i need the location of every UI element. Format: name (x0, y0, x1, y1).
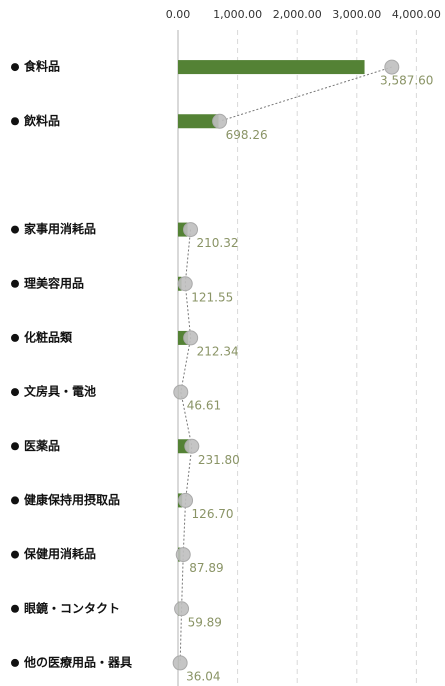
line-marker (183, 330, 199, 346)
category-label: 化粧品類 (24, 329, 73, 344)
line-marker (174, 601, 190, 617)
value-label: 210.32 (197, 236, 239, 250)
category-label: 他の医療用品・器具 (23, 654, 132, 669)
bar (178, 114, 219, 129)
bar (178, 439, 190, 454)
line-marker (184, 438, 200, 454)
category-label: 保健用消耗品 (23, 546, 96, 561)
category-label: 健康保持用摂取品 (24, 492, 120, 507)
category-label: 理美容用品 (24, 275, 84, 290)
line-marker (212, 113, 228, 129)
bullet (11, 279, 19, 288)
line-marker (172, 655, 188, 671)
bullet (11, 658, 19, 667)
value-label: 126.70 (192, 507, 234, 521)
value-label: 121.55 (191, 290, 233, 304)
bullet (11, 117, 19, 126)
bar (178, 330, 189, 345)
x-tick-label: 4,000.00 (392, 8, 441, 21)
bullet (11, 225, 19, 234)
line-marker (183, 222, 199, 238)
line-marker (178, 492, 194, 508)
line-marker (175, 547, 191, 563)
line-marker (177, 276, 193, 292)
category-label: 眼鏡・コンタクト (24, 600, 120, 615)
x-tick-label: 3,000.00 (332, 8, 381, 21)
category-label: 食料品 (23, 59, 60, 74)
bar (178, 60, 365, 75)
bullet (11, 604, 19, 613)
value-label: 698.26 (226, 128, 268, 142)
value-label: 36.04 (186, 669, 220, 683)
x-tick-label: 1,000.00 (213, 8, 262, 21)
category-label: 飲料品 (23, 113, 60, 128)
value-label: 212.34 (197, 344, 239, 358)
line-marker (173, 384, 189, 400)
value-label: 59.89 (188, 615, 222, 629)
bullet (11, 63, 19, 72)
line (179, 66, 392, 663)
value-label: 87.89 (189, 561, 223, 575)
bullet (11, 496, 19, 505)
bullet (11, 388, 19, 397)
bullet (11, 442, 19, 451)
value-label: 231.80 (198, 453, 240, 467)
category-label: 家事用消耗品 (24, 221, 96, 236)
value-label: 46.61 (187, 399, 221, 413)
x-tick-label: 0.00 (166, 8, 191, 21)
category-label: 文房具・電池 (24, 384, 96, 399)
x-tick-label: 2,000.00 (273, 8, 322, 21)
line-marker (384, 59, 400, 75)
category-label: 医薬品 (24, 438, 60, 453)
bar (178, 222, 188, 237)
value-label: 3,587.60 (380, 74, 433, 88)
bullet (11, 550, 19, 559)
bullet (11, 333, 19, 342)
